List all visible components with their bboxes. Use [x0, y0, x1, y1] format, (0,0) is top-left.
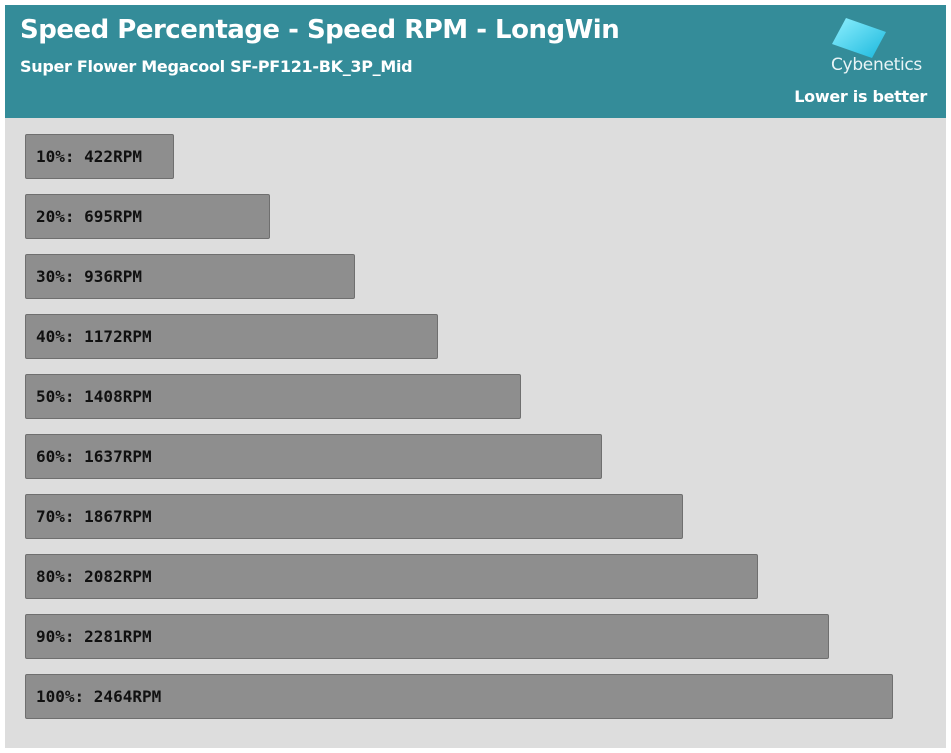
bar-90pct — [25, 614, 829, 659]
plot-area: 10%: 422RPM 20%: 695RPM 30%: 936RPM 40%: 11… — [5, 118, 946, 748]
bar-10pct — [25, 134, 174, 179]
brand-name: Cybenetics — [830, 55, 922, 75]
bar-label: 50%: 1408RPM — [36, 387, 152, 406]
chart-subtitle: Super Flower Megacool SF-PF121-BK_3P_Mid — [20, 57, 413, 76]
lower-is-better-note: Lower is better — [794, 87, 927, 106]
bar-label: 20%: 695RPM — [36, 207, 142, 226]
bar-label: 60%: 1637RPM — [36, 447, 152, 466]
bar-label: 10%: 422RPM — [36, 147, 142, 166]
bar-label: 40%: 1172RPM — [36, 327, 152, 346]
bar-label: 100%: 2464RPM — [36, 687, 162, 706]
bar-label: 90%: 2281RPM — [36, 627, 152, 646]
chart-frame: Speed Percentage - Speed RPM - LongWin S… — [5, 5, 946, 748]
bar-70pct — [25, 494, 683, 539]
chart-title: Speed Percentage - Speed RPM - LongWin — [20, 15, 620, 45]
bar-100pct — [25, 674, 893, 719]
bar-60pct — [25, 434, 602, 479]
bar-50pct — [25, 374, 521, 419]
chart-header: Speed Percentage - Speed RPM - LongWin S… — [5, 5, 946, 118]
bar-40pct — [25, 314, 438, 359]
bar-label: 30%: 936RPM — [36, 267, 142, 286]
bar-30pct — [25, 254, 355, 299]
bar-label: 70%: 1867RPM — [36, 507, 152, 526]
bar-20pct — [25, 194, 270, 239]
bar-label: 80%: 2082RPM — [36, 567, 152, 586]
bar-80pct — [25, 554, 758, 599]
cybenetics-logo-icon — [832, 18, 886, 58]
